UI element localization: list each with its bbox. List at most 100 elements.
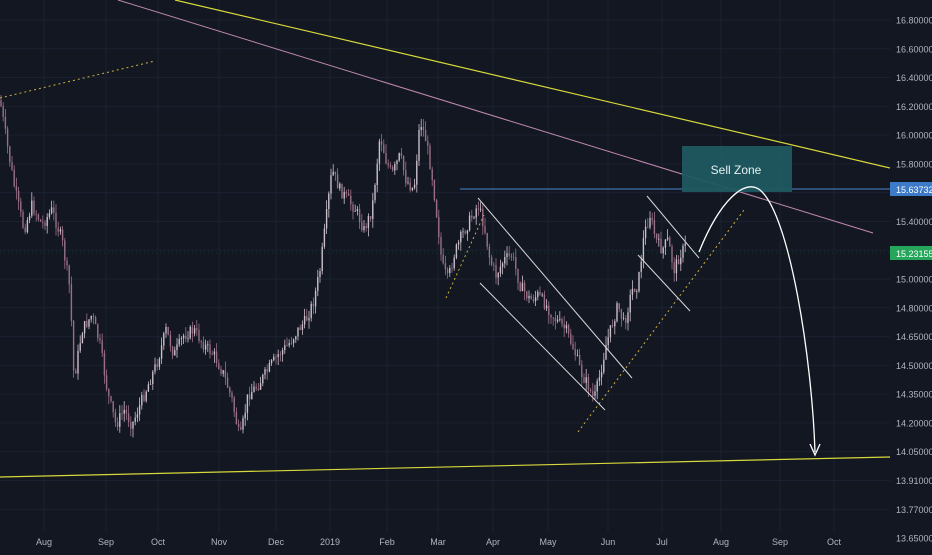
candle-body xyxy=(666,237,669,240)
candle-body xyxy=(541,294,543,296)
candle-body xyxy=(493,264,495,266)
candle-body xyxy=(196,328,198,331)
candle-body xyxy=(356,209,359,211)
candle-body xyxy=(464,231,466,234)
candle-body xyxy=(136,414,139,418)
candle-body xyxy=(473,217,475,219)
candle-body xyxy=(31,200,33,216)
candle-body xyxy=(182,335,185,339)
resistance-price-tag xyxy=(890,182,932,196)
candle-body xyxy=(345,191,348,194)
candle-body xyxy=(537,291,539,298)
x-tick-label: Apr xyxy=(486,537,500,547)
candle-body xyxy=(446,269,449,274)
x-tick-label: Nov xyxy=(211,537,228,547)
candle-body xyxy=(191,326,194,334)
candle-body xyxy=(433,180,436,201)
candle-body xyxy=(257,388,260,390)
candle-body xyxy=(50,207,53,214)
y-tick-label: 13.91000 xyxy=(896,476,932,486)
candle-body xyxy=(312,303,315,307)
candle-body xyxy=(442,254,444,264)
flag-lower xyxy=(637,254,691,312)
candle-body xyxy=(218,363,220,369)
candle-body xyxy=(350,195,352,205)
x-tick-label: Feb xyxy=(379,537,395,547)
candle-body xyxy=(394,164,396,171)
candle-body xyxy=(33,200,35,214)
candle-body xyxy=(207,344,209,346)
x-axis-panel[interactable] xyxy=(0,532,890,550)
candle-body xyxy=(438,216,440,238)
candle-body xyxy=(200,340,202,342)
candle-body xyxy=(609,325,612,338)
candle-body xyxy=(576,354,579,356)
candle-body xyxy=(156,364,158,367)
candle-body xyxy=(108,388,110,397)
upper-trendline xyxy=(174,0,891,169)
candle-body xyxy=(484,226,486,233)
candle-body xyxy=(28,215,31,220)
candle-body xyxy=(451,267,453,269)
candle-body xyxy=(424,130,427,142)
y-tick-label: 16.60000 xyxy=(896,44,932,54)
candle-body xyxy=(169,334,172,347)
x-tick-label: Aug xyxy=(36,537,52,547)
candle-body xyxy=(647,226,649,228)
candle-body xyxy=(125,409,128,414)
y-tick-label: 14.65000 xyxy=(896,332,932,342)
candle-body xyxy=(664,239,667,248)
candle-body xyxy=(605,345,607,360)
candle-body xyxy=(262,374,264,384)
candle-body xyxy=(614,321,616,327)
candle-body xyxy=(383,144,385,154)
candle-body xyxy=(649,217,651,228)
candle-body xyxy=(556,319,559,322)
candle-body xyxy=(477,208,480,210)
candle-body xyxy=(460,232,462,243)
candle-body xyxy=(462,231,464,233)
candle-body xyxy=(103,352,106,376)
candle-body xyxy=(244,412,246,419)
candle-body xyxy=(264,369,266,375)
y-tick-label: 14.35000 xyxy=(896,390,932,400)
candle-body xyxy=(658,238,660,240)
candle-body xyxy=(427,141,429,146)
candle-body xyxy=(70,284,73,321)
candle-body xyxy=(66,260,68,266)
candle-body xyxy=(4,116,7,129)
candle-body xyxy=(367,215,370,229)
candle-body xyxy=(598,377,601,381)
candle-body xyxy=(627,312,629,323)
y-tick-label: 14.20000 xyxy=(896,418,932,428)
candle-body xyxy=(75,370,77,374)
x-tick-label: Aug xyxy=(713,537,729,547)
x-tick-label: 2019 xyxy=(320,537,340,547)
y-tick-label: 14.05000 xyxy=(896,447,932,457)
sell-zone-box xyxy=(682,146,792,192)
candle-body xyxy=(154,364,156,372)
candle-body xyxy=(380,141,383,145)
candle-body xyxy=(431,169,433,181)
candle-body xyxy=(631,288,634,295)
candle-body xyxy=(499,266,502,274)
candle-body xyxy=(88,319,90,327)
candle-body xyxy=(581,364,583,378)
y-axis-panel[interactable] xyxy=(890,0,932,550)
candle-body xyxy=(453,257,455,269)
candle-body xyxy=(121,413,123,415)
candle-body xyxy=(512,256,515,258)
candle-body xyxy=(662,247,664,254)
candle-body xyxy=(105,375,108,389)
candle-body xyxy=(303,315,306,325)
candle-body xyxy=(77,350,79,374)
descending-resistance-line xyxy=(117,0,874,234)
candle-body xyxy=(202,341,205,350)
candle-body xyxy=(402,155,405,171)
candle-body xyxy=(589,389,592,392)
candle-body xyxy=(339,183,341,189)
candle-body xyxy=(517,268,519,283)
